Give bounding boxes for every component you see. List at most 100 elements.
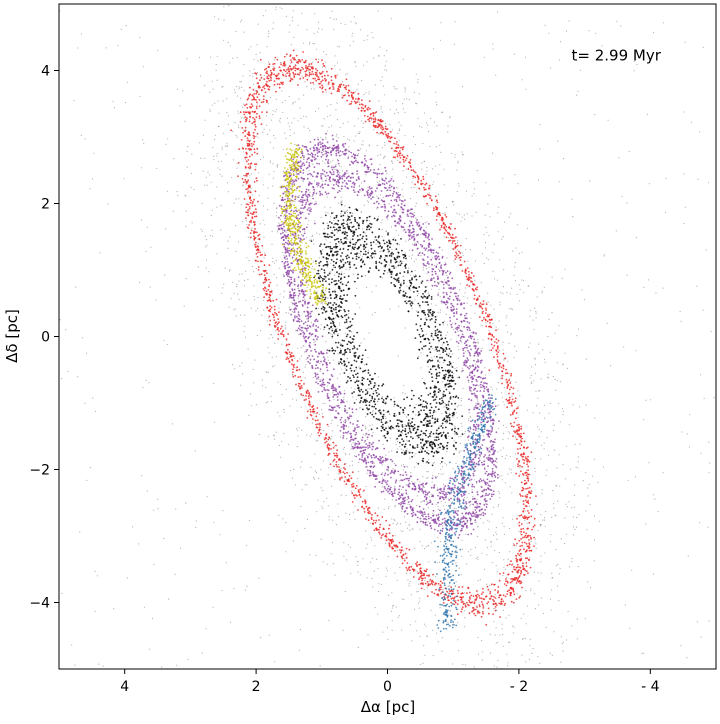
data-point bbox=[469, 477, 471, 479]
data-point bbox=[389, 420, 392, 422]
data-point bbox=[331, 212, 333, 215]
data-point bbox=[385, 264, 387, 266]
data-point bbox=[421, 162, 423, 164]
data-point bbox=[248, 260, 250, 262]
data-point bbox=[142, 139, 144, 141]
data-point bbox=[303, 115, 305, 117]
data-point bbox=[323, 243, 326, 246]
data-point bbox=[345, 255, 348, 258]
data-point bbox=[301, 461, 303, 463]
data-point bbox=[407, 270, 409, 272]
data-point bbox=[699, 131, 701, 133]
data-point bbox=[272, 22, 274, 24]
data-point bbox=[457, 427, 460, 430]
data-point bbox=[325, 91, 327, 93]
data-point bbox=[423, 548, 426, 550]
data-point bbox=[435, 411, 437, 413]
data-point bbox=[414, 143, 417, 146]
data-point bbox=[497, 382, 499, 384]
data-point bbox=[479, 579, 481, 581]
data-point bbox=[329, 241, 331, 243]
data-point bbox=[360, 388, 363, 391]
data-point bbox=[410, 436, 412, 438]
data-point bbox=[362, 140, 364, 142]
data-point bbox=[334, 349, 337, 352]
data-point bbox=[388, 240, 391, 243]
data-point bbox=[269, 141, 271, 143]
data-point bbox=[365, 286, 368, 289]
data-point bbox=[326, 233, 329, 236]
data-point bbox=[477, 526, 479, 528]
data-point bbox=[447, 621, 449, 623]
data-point bbox=[368, 404, 371, 407]
data-point bbox=[427, 507, 429, 509]
data-point bbox=[499, 304, 501, 306]
data-point bbox=[335, 306, 337, 309]
data-point bbox=[313, 88, 315, 90]
data-point bbox=[361, 358, 363, 361]
data-point bbox=[126, 81, 129, 83]
data-point bbox=[556, 564, 558, 567]
data-point bbox=[211, 104, 213, 106]
data-point bbox=[380, 460, 383, 463]
data-point bbox=[492, 322, 494, 324]
data-point bbox=[222, 287, 224, 289]
data-point bbox=[349, 264, 351, 266]
data-point bbox=[212, 88, 214, 90]
data-point bbox=[452, 663, 454, 665]
data-point bbox=[345, 369, 348, 371]
data-point bbox=[338, 46, 340, 48]
data-point bbox=[427, 545, 429, 547]
data-point bbox=[416, 294, 419, 296]
data-point bbox=[175, 508, 177, 510]
data-point bbox=[248, 519, 251, 522]
data-point bbox=[339, 480, 341, 482]
data-point bbox=[142, 66, 144, 68]
data-point bbox=[450, 338, 452, 341]
data-point bbox=[340, 215, 343, 218]
data-point bbox=[367, 186, 369, 188]
data-point bbox=[343, 390, 345, 392]
data-point bbox=[588, 30, 590, 32]
data-point bbox=[435, 200, 437, 202]
data-point bbox=[348, 146, 350, 148]
data-point bbox=[519, 467, 521, 469]
data-point bbox=[411, 389, 413, 392]
data-point bbox=[552, 490, 554, 492]
data-point bbox=[86, 479, 88, 481]
data-point bbox=[410, 232, 412, 234]
data-point bbox=[340, 315, 343, 317]
data-point bbox=[412, 135, 415, 138]
data-point bbox=[357, 83, 359, 85]
data-point bbox=[240, 204, 243, 206]
data-point bbox=[452, 286, 454, 288]
data-point bbox=[272, 66, 274, 68]
data-point bbox=[274, 661, 276, 663]
data-point bbox=[478, 457, 480, 460]
data-point bbox=[327, 385, 329, 387]
data-point bbox=[476, 399, 479, 401]
data-point bbox=[437, 359, 439, 361]
data-point bbox=[444, 501, 446, 503]
data-point bbox=[440, 461, 443, 463]
data-point bbox=[322, 490, 324, 492]
data-point bbox=[242, 221, 244, 223]
data-point bbox=[311, 268, 313, 270]
data-point bbox=[383, 434, 386, 437]
data-point bbox=[483, 233, 485, 235]
data-point bbox=[445, 292, 448, 294]
data-point bbox=[445, 406, 448, 409]
data-point bbox=[444, 350, 447, 352]
data-point bbox=[343, 372, 346, 374]
data-point bbox=[332, 226, 335, 229]
data-point bbox=[245, 270, 247, 272]
data-point bbox=[360, 429, 363, 432]
data-point bbox=[404, 413, 406, 415]
data-point bbox=[343, 542, 345, 544]
data-point bbox=[320, 276, 322, 279]
data-point bbox=[328, 318, 331, 321]
data-point bbox=[397, 441, 399, 443]
data-point bbox=[327, 165, 330, 168]
data-point bbox=[428, 348, 431, 350]
data-point bbox=[330, 318, 333, 321]
